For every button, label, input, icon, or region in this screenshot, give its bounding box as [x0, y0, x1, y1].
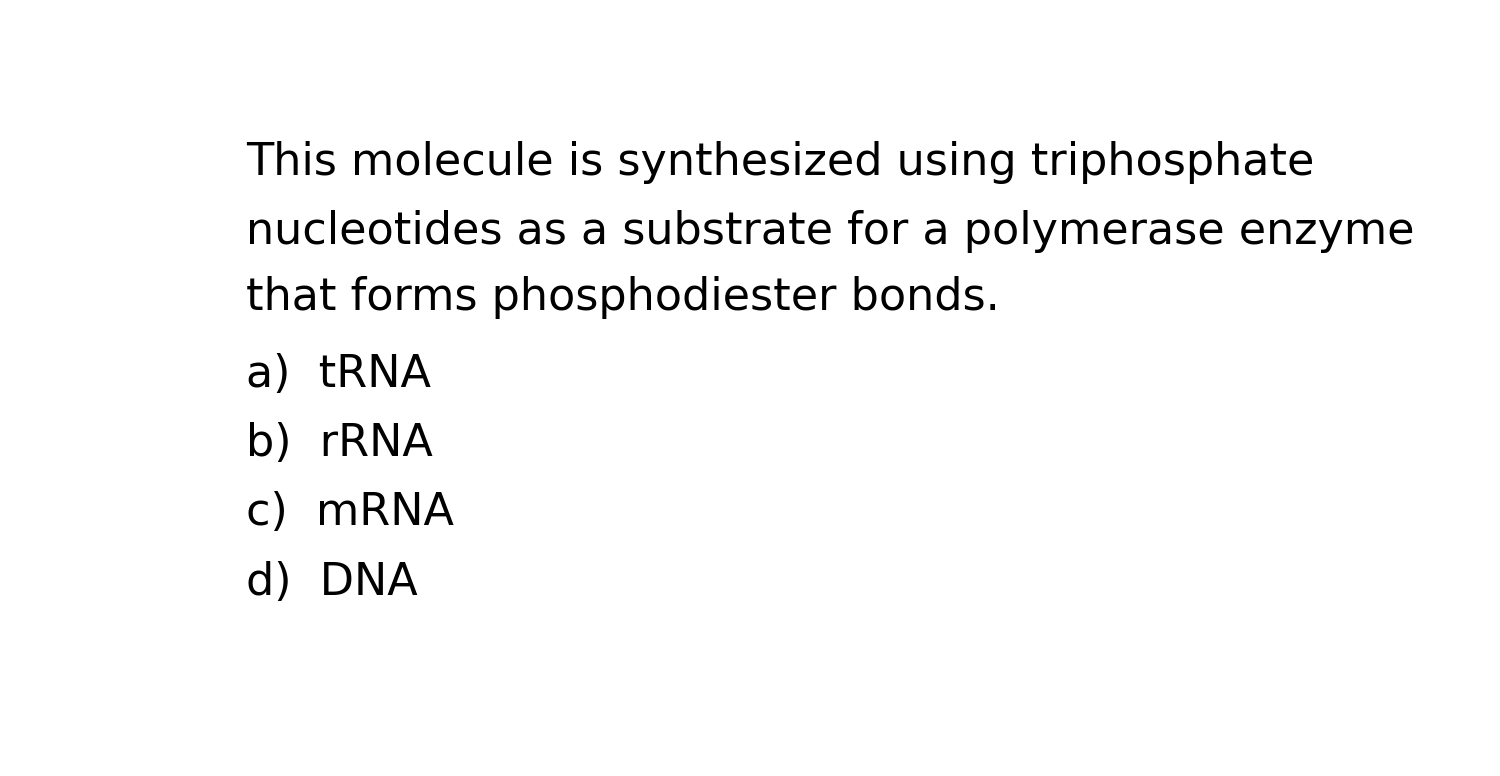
Text: c)  mRNA: c) mRNA	[246, 491, 453, 534]
Text: nucleotides as a substrate for a polymerase enzyme: nucleotides as a substrate for a polymer…	[246, 210, 1414, 253]
Text: that forms phosphodiester bonds.: that forms phosphodiester bonds.	[246, 275, 999, 319]
Text: This molecule is synthesized using triphosphate: This molecule is synthesized using triph…	[246, 141, 1314, 184]
Text: b)  rRNA: b) rRNA	[246, 422, 432, 465]
Text: a)  tRNA: a) tRNA	[246, 352, 430, 396]
Text: d)  DNA: d) DNA	[246, 560, 417, 604]
